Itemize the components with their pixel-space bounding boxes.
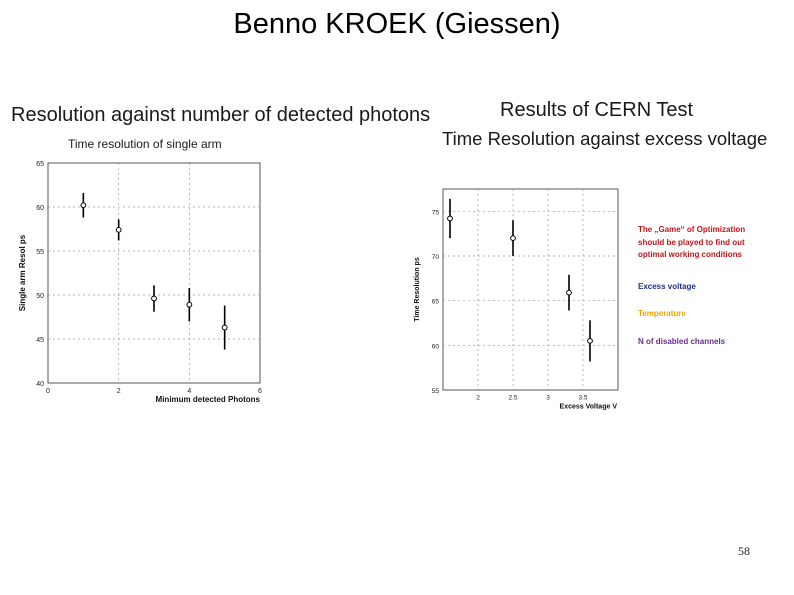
annotation-excess-voltage: Excess voltage xyxy=(638,282,696,291)
annotation-temperature: Temperature xyxy=(638,309,686,318)
left-plot-title: Time resolution of single arm xyxy=(68,137,222,151)
y-tick-label: 50 xyxy=(36,293,44,300)
data-point xyxy=(151,295,157,302)
data-point xyxy=(80,202,87,209)
x-tick-label: 6 xyxy=(258,388,262,395)
data-point xyxy=(587,337,593,344)
data-point xyxy=(221,324,228,331)
slide-title: Benno KROEK (Giessen) xyxy=(233,8,561,40)
y-tick-label: 65 xyxy=(36,161,44,168)
x-tick-label: 3.5 xyxy=(578,395,587,402)
y-tick-label: 45 xyxy=(36,337,44,344)
data-point xyxy=(510,235,516,242)
y-tick-label: 65 xyxy=(432,299,440,306)
x-axis-label: Excess Voltage V xyxy=(560,404,618,411)
y-tick-label: 60 xyxy=(36,205,44,212)
y-tick-label: 55 xyxy=(36,249,44,256)
annotation-disabled-channels: N of disabled channels xyxy=(638,337,726,346)
y-tick-label: 70 xyxy=(432,254,440,261)
x-tick-label: 2 xyxy=(476,395,480,402)
data-point xyxy=(566,289,572,296)
y-tick-label: 40 xyxy=(36,381,44,388)
x-tick-label: 2 xyxy=(117,388,121,395)
plot-frame xyxy=(47,162,261,384)
data-point xyxy=(115,226,122,233)
right-chart-heading-1: Results of CERN Test xyxy=(500,99,694,121)
right-chart-heading-2: Time Resolution against excess voltage xyxy=(442,128,768,149)
y-tick-label: 55 xyxy=(432,388,440,395)
left-chart-heading: Resolution against number of detected ph… xyxy=(11,104,431,126)
right-scatter-chart: 55 60 65 70 75 2 2.5 3 3.5 Excess Voltage V Time R… xyxy=(414,188,619,411)
page-number: 58 xyxy=(738,544,750,558)
x-tick-label: 3 xyxy=(546,395,550,402)
y-axis-label: Time Resolution ps xyxy=(414,257,421,322)
data-point xyxy=(447,215,453,222)
y-tick-label: 75 xyxy=(432,209,440,216)
data-point xyxy=(186,301,193,308)
x-tick-label: 0 xyxy=(46,388,50,395)
annotation-game: The „Game“ of Optimization should be pla… xyxy=(638,225,746,259)
y-tick-label: 60 xyxy=(432,343,440,350)
x-tick-label: 2.5 xyxy=(508,395,517,402)
x-tick-label: 4 xyxy=(187,388,191,395)
plot-frame xyxy=(442,188,619,391)
y-axis-label: Single arm Resol ps xyxy=(18,234,27,311)
x-axis-label: Minimum detected Photons xyxy=(156,395,261,404)
